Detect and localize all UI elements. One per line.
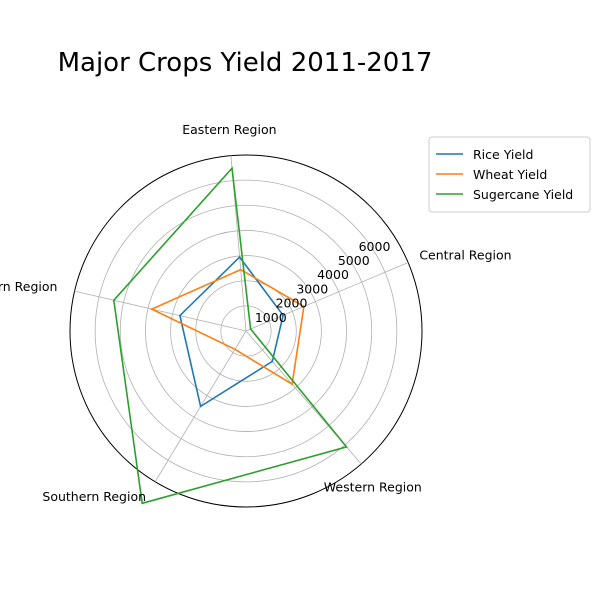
legend-box (428, 136, 591, 213)
chart-title: Major Crops Yield 2011-2017 (57, 48, 433, 78)
category-label-3: Southern Region (42, 489, 146, 504)
legend-label-0: Rice Yield (473, 147, 533, 162)
grid-ring-6000 (94, 179, 398, 483)
grid-ring-4000 (145, 230, 347, 432)
data-point-1-4 (291, 383, 293, 385)
data-point-0-2 (179, 314, 181, 317)
legend-label-1: Wheat Yield (473, 167, 547, 182)
data-point-2-3 (141, 502, 143, 505)
data-point-1-2 (150, 308, 153, 310)
data-point-1-1 (239, 268, 242, 271)
category-labels: Central Region Eastern Region Northern Reg… (0, 122, 512, 504)
data-point-2-4 (345, 446, 348, 448)
radial-tick-2000: 2000 (276, 296, 308, 311)
category-label-4: Western Region (324, 479, 422, 494)
data-point-2-2 (112, 299, 115, 302)
data-point-0-0 (282, 314, 284, 317)
legend-label-2: Sugercane Yield (473, 187, 573, 202)
data-point-2-0 (249, 328, 252, 330)
outer-frame (69, 154, 423, 508)
data-point-0-3 (199, 405, 202, 408)
series-lines (112, 166, 348, 505)
grid-ring-3000 (170, 255, 322, 407)
radial-tick-1000: 1000 (255, 310, 287, 325)
category-label-1: Eastern Region (182, 122, 276, 137)
grid-ring-5000 (119, 204, 373, 458)
radial-tick-6000: 6000 (359, 239, 391, 254)
radial-tick-4000: 4000 (317, 267, 349, 282)
data-point-0-4 (271, 360, 274, 363)
series-line-0 (179, 255, 284, 408)
data-point-2-1 (231, 167, 233, 169)
category-label-2: Northern Region (0, 279, 57, 294)
category-label-0: Central Region (419, 248, 511, 263)
category-axes (74, 155, 409, 482)
axis-line-2 (74, 290, 247, 332)
data-point-0-1 (238, 256, 241, 258)
axis-line-0 (245, 262, 409, 332)
series-line-2 (112, 166, 348, 505)
radial-tick-3000: 3000 (296, 281, 328, 296)
data-point-1-3 (234, 348, 236, 351)
series-line-1 (149, 268, 305, 386)
radial-tick-5000: 5000 (338, 253, 370, 268)
data-point-1-0 (303, 305, 305, 308)
legend: Rice Yield Wheat Yield Sugercane Yield (428, 136, 591, 213)
